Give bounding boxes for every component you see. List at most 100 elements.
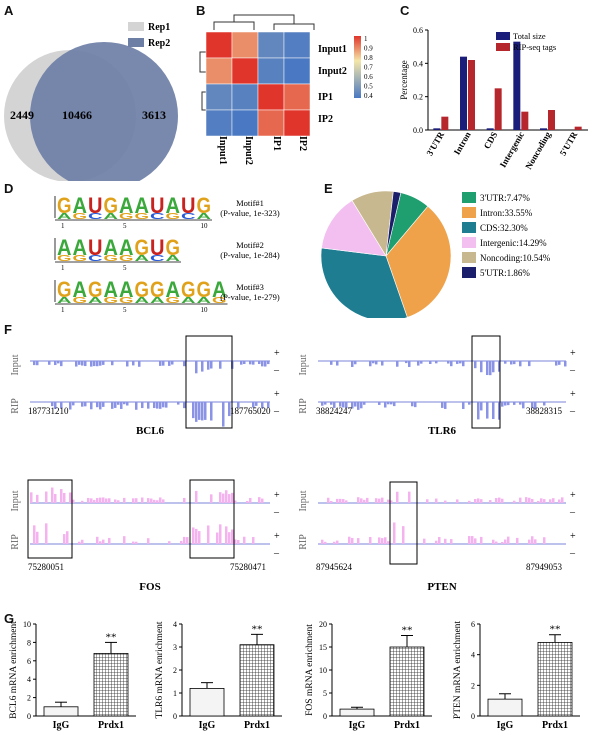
panel-letter-b: B: [196, 3, 206, 18]
track-signal-bar: [384, 402, 387, 408]
chart-c-ytick-label: 0.4: [413, 59, 423, 68]
chart-g-ytick-label: 0: [471, 712, 475, 721]
highlight-box: [389, 481, 418, 565]
chart-g-bar: [239, 644, 275, 717]
heatmap-cell: [205, 57, 233, 85]
chart-c-category-label: Intron: [452, 130, 473, 157]
track-end-coordinate: 187765020: [230, 406, 271, 416]
heatmap-col-label-2: Input2: [243, 136, 254, 165]
track-signal-bar: [543, 499, 546, 503]
track-signal-bar: [378, 402, 381, 405]
track-signal-bar: [84, 402, 87, 407]
heatmap-col-label-3: IP1: [271, 136, 282, 151]
track-signal-bar: [330, 402, 333, 405]
chart-c-ylabel: Percentage: [399, 60, 409, 99]
strand-minus: –: [569, 507, 576, 518]
track-signal-bar: [162, 499, 165, 503]
track-signal-bar: [252, 537, 255, 544]
track-signal-bar: [390, 402, 393, 405]
chart-g-ytick-label: 4: [27, 675, 31, 684]
track-signal-bar: [492, 539, 495, 544]
highlight-box: [27, 479, 73, 559]
pie-legend-label: CDS:32.30%: [480, 223, 528, 233]
motif-letter-minor: G: [73, 296, 88, 305]
track-signal-bar: [495, 541, 498, 544]
track-signal-bar: [198, 402, 201, 420]
motif-letter-minor: A: [166, 254, 181, 263]
chart-g-category-label: IgG: [497, 720, 514, 731]
track-signal-bar: [114, 402, 117, 408]
pie-slice: [321, 200, 387, 257]
track-signal-bar: [324, 402, 327, 405]
pie-legend-swatch: [462, 222, 476, 233]
track-signal-bar: [558, 499, 561, 503]
chart-g-ytick-label: 4: [173, 620, 177, 629]
heatmap-cell: [257, 83, 285, 111]
track-end-coordinate: 38828315: [526, 406, 563, 416]
track-signal-bar: [525, 497, 528, 503]
track-signal-bar: [330, 361, 333, 365]
panel-letter-e: E: [324, 181, 333, 196]
track-signal-bar: [117, 402, 120, 405]
track-signal-bar: [363, 402, 366, 405]
chart-c-legend-swatch: [496, 43, 510, 51]
chart-c-ytick-label: 0.0: [413, 126, 423, 135]
track-signal-bar: [354, 361, 357, 365]
track-signal-bar: [168, 541, 171, 544]
track-signal-bar: [228, 494, 231, 503]
venn-count-rep1-only: 2449: [10, 108, 34, 122]
chart-c-bar: [548, 110, 555, 130]
motif-letter-minor: G: [104, 296, 119, 305]
pie-legend-swatch: [462, 192, 476, 203]
track-signal-bar: [159, 497, 162, 503]
track-signal-bar: [348, 536, 351, 544]
track-signal-bar: [438, 536, 441, 544]
venn-legend-rep2: Rep2: [148, 38, 170, 49]
chart-c-bar: [441, 116, 449, 130]
track-end-coordinate: 75280471: [230, 562, 266, 572]
track-signal-bar: [444, 500, 447, 503]
pie-slice: [385, 205, 452, 318]
heatmap-row-label-2: Input2: [318, 66, 347, 77]
track-signal-bar: [81, 402, 84, 407]
track-signal-bar: [501, 498, 504, 503]
track-signal-bar: [543, 402, 546, 406]
track-signal-bar: [252, 402, 255, 408]
motif-letter-minor: A: [57, 212, 72, 221]
chart-c-bar: [521, 111, 529, 130]
track-signal-bar: [498, 497, 501, 503]
heatmap-legend-tick: 0.5: [364, 83, 373, 91]
motif-letter: G: [166, 235, 181, 260]
motif-letter-minor: G: [119, 296, 134, 305]
track-signal-bar: [72, 402, 75, 406]
track-signal-bar: [435, 361, 438, 364]
track-signal-bar: [552, 498, 555, 503]
motif-letter-minor: G: [119, 212, 134, 221]
track-signal-bar: [249, 497, 252, 503]
track-signal-bar: [90, 361, 93, 367]
track-signal-bar: [474, 499, 477, 503]
heatmap-row-label-3: IP1: [318, 92, 333, 103]
track-signal-bar: [183, 536, 186, 544]
track-signal-bar: [153, 499, 156, 503]
track-signal-bar: [195, 528, 198, 544]
motif-letter: U: [150, 235, 165, 260]
track-signal-bar: [63, 534, 66, 544]
track-start-coordinate: 38824247: [316, 406, 353, 416]
track-signal-bar: [234, 500, 237, 503]
track-start-coordinate: 187731210: [28, 406, 69, 416]
pie-legend-label: Intron:33.55%: [480, 208, 533, 218]
track-signal-bar: [225, 526, 228, 544]
motif-letter: A: [104, 277, 119, 302]
track-signal-bar: [534, 539, 537, 544]
track-signal-bar: [156, 402, 159, 409]
track-signal-bar: [513, 402, 516, 405]
track-label: RIP: [298, 534, 309, 550]
track-signal-bar: [261, 402, 264, 409]
chart-c-legend-swatch: [496, 32, 510, 40]
strand-plus: +: [274, 531, 280, 542]
chart-g-category-label: IgG: [199, 720, 216, 731]
highlight-box: [185, 335, 233, 429]
track-signal-bar: [78, 361, 81, 365]
track-signal-bar: [480, 499, 483, 503]
